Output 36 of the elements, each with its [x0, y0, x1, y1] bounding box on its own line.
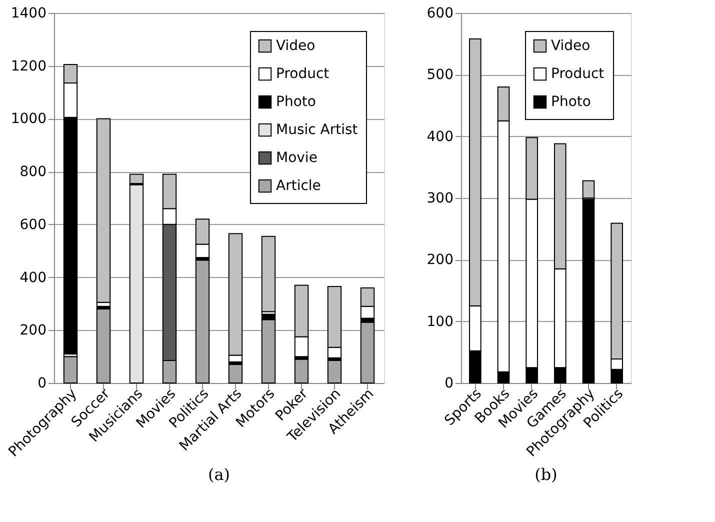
bar [294, 358, 309, 384]
legend-label: Video [551, 38, 590, 54]
legend-label: Music Artist [276, 122, 358, 138]
bar [228, 364, 243, 384]
y-tick-label: 600 [20, 216, 46, 233]
y-tick-label: 800 [20, 164, 46, 180]
y-tick-label: 600 [426, 6, 454, 22]
y-tick-label: 1000 [10, 111, 46, 128]
text: (a) [208, 465, 230, 484]
legend-label: Product [551, 66, 605, 82]
y-tick-label: 500 [426, 67, 454, 84]
legend-label: Product [276, 66, 330, 82]
bar [96, 308, 111, 384]
bar [327, 360, 342, 384]
legend-label: Article [276, 178, 321, 194]
legend-label: Photo [276, 94, 316, 110]
bar [96, 118, 111, 303]
bar [261, 319, 276, 384]
legend-label: Movie [276, 150, 318, 166]
y-tick-label: 0 [38, 376, 46, 392]
legend-label: Video [276, 38, 316, 54]
y-tick-label: 300 [426, 190, 454, 206]
y-tick-label: 400 [426, 128, 454, 145]
y-tick-label: 100 [426, 314, 454, 330]
legend-label: Photo [551, 94, 591, 110]
bar [195, 260, 210, 384]
bar [63, 356, 78, 384]
bar [261, 236, 276, 312]
y-tick-label: 400 [20, 270, 46, 286]
bar [360, 322, 375, 384]
y-tick-label: 0 [444, 376, 454, 392]
y-tick-label: 1200 [10, 58, 46, 74]
text: (b) [534, 465, 558, 484]
y-tick-label: 1400 [10, 6, 46, 22]
y-tick-label: 200 [20, 322, 46, 339]
y-tick-label: 200 [426, 252, 454, 268]
